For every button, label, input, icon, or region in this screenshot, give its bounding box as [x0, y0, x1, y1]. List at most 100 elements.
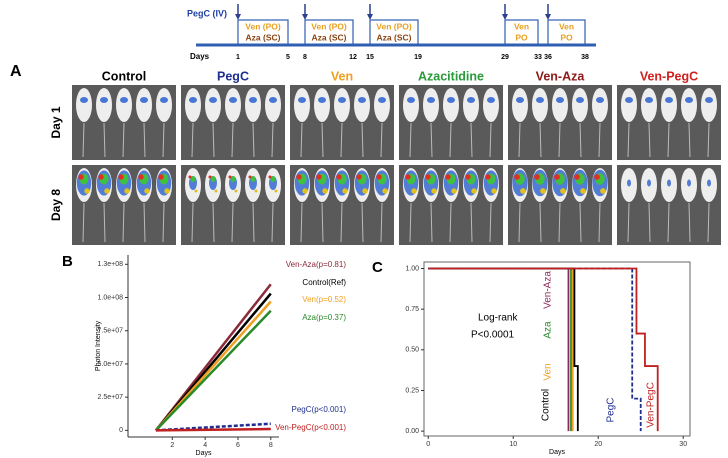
signal-blob: [209, 97, 217, 103]
signal-blob: [596, 97, 604, 103]
mouse-image: [508, 85, 612, 160]
mouse-tail: [143, 122, 146, 158]
series-line: [155, 427, 271, 432]
mouse-tail: [212, 122, 215, 158]
signal-blob: [491, 188, 497, 194]
mouse-body: [136, 88, 152, 122]
signal-blob: [407, 97, 415, 103]
signal-blob: [431, 188, 437, 194]
y-tick-label: 5.0e+07: [98, 361, 124, 368]
mouse-tail: [648, 202, 651, 243]
y-tick-label: 1.3e+08: [98, 261, 124, 268]
group-label: Ven: [331, 69, 353, 83]
signal-blob: [685, 97, 693, 103]
day-number: 1: [236, 54, 240, 61]
dose-arrowhead: [502, 14, 508, 20]
mouse-body: [681, 88, 697, 122]
mouse-image: [72, 85, 176, 160]
day-number: 33: [534, 54, 542, 61]
signal-blob: [229, 97, 237, 103]
day-number: 15: [366, 54, 374, 61]
mouse-tail: [271, 202, 274, 243]
mouse-tail: [688, 202, 691, 243]
mouse-tail: [539, 202, 542, 243]
series-label: Control(Ref): [302, 278, 346, 287]
mouse-tail: [361, 122, 364, 158]
day-number: 36: [544, 54, 552, 61]
signal-blob: [164, 188, 170, 194]
y-tick-label: 0.00: [405, 428, 419, 435]
row-label: Day 8: [49, 189, 63, 221]
mouse-tail: [340, 202, 343, 243]
series-label: PegC(p<0.001): [292, 405, 347, 414]
mouse-body: [96, 88, 112, 122]
signal-blob: [338, 97, 346, 103]
signal-blob: [158, 174, 164, 180]
mouse-tail: [598, 202, 601, 243]
dose-arrowhead: [367, 14, 373, 20]
mouse-tail: [300, 122, 303, 158]
day-number: 12: [349, 54, 357, 61]
day-number: 5: [286, 54, 290, 61]
signal-blob: [445, 174, 451, 180]
mouse-image: [290, 85, 394, 160]
signal-blob: [536, 97, 544, 103]
mouse-tail: [321, 122, 324, 158]
mouse-tail: [380, 122, 383, 158]
mouse-image: [399, 85, 503, 160]
x-axis-label: Days: [196, 450, 212, 457]
row-label: Day 1: [49, 106, 63, 138]
mouse-body: [512, 88, 528, 122]
mouse-image: [290, 165, 394, 245]
x-tick-label: 10: [509, 441, 517, 448]
x-tick-label: 4: [203, 442, 207, 449]
series-label: Ven-PegC: [646, 382, 657, 428]
panel-letter: A: [10, 63, 22, 80]
y-tick-label: 0.75: [405, 306, 419, 313]
signal-blob: [514, 174, 520, 180]
signal-blob: [228, 175, 232, 179]
mouse-tail: [231, 122, 234, 158]
signal-blob: [336, 174, 342, 180]
mouse-body: [552, 88, 568, 122]
signal-blob: [316, 174, 322, 180]
drug-label: Ven: [559, 21, 574, 31]
mouse-body: [483, 88, 499, 122]
day-number: 19: [414, 54, 422, 61]
mouse-tail: [103, 122, 106, 158]
signal-blob: [268, 175, 272, 179]
x-tick-label: 8: [269, 442, 273, 449]
mouse-tail: [489, 122, 492, 158]
mouse-body: [463, 88, 479, 122]
mouse-body: [701, 88, 717, 122]
mouse-tail: [122, 122, 125, 158]
mouse-tail: [518, 202, 521, 243]
mouse-tail: [300, 202, 303, 243]
plot-frame: [423, 261, 691, 437]
mouse-tail: [271, 122, 274, 158]
mouse-tail: [409, 122, 412, 158]
signal-blob: [705, 97, 713, 103]
x-tick-label: 6: [236, 442, 240, 449]
mouse-tail: [212, 202, 215, 243]
series-label: Ven-PegC(p<0.001): [275, 423, 346, 432]
mouse-image: [72, 165, 176, 245]
signal-blob: [520, 188, 526, 194]
signal-blob: [645, 97, 653, 103]
mouse-body: [245, 88, 261, 122]
panel-letter: B: [62, 253, 73, 270]
mouse-tail: [688, 122, 691, 158]
signal-blob: [250, 176, 256, 182]
mouse-body: [265, 88, 281, 122]
signal-blob: [356, 174, 362, 180]
days-label: Days: [190, 52, 210, 61]
treatment-box: [369, 19, 419, 46]
mouse-body: [294, 88, 310, 122]
mouse-tail: [449, 202, 452, 243]
signal-blob: [485, 174, 491, 180]
signal-blob: [104, 188, 110, 194]
mouse-tail: [627, 122, 630, 158]
signal-blob: [210, 176, 216, 182]
dose-arrowhead: [545, 14, 551, 20]
